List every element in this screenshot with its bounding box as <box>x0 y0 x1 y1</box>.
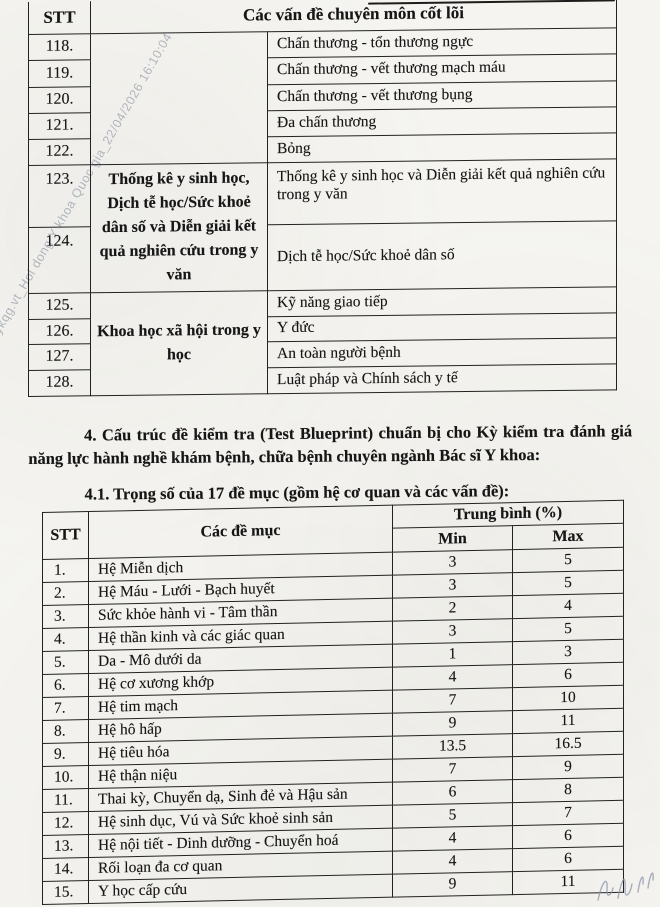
min-cell: 2 <box>392 595 513 622</box>
weights-header-max: Max <box>512 523 624 550</box>
max-cell: 5 <box>512 616 624 642</box>
max-cell: 16.5 <box>512 731 624 757</box>
stt-cell: 125. <box>28 292 91 319</box>
core-header-stt: STT <box>28 1 91 34</box>
stt-cell: 15. <box>42 880 89 905</box>
max-cell: 6 <box>512 662 624 688</box>
section-4-heading: 4. Cấu trúc đề kiểm tra (Test Blueprint)… <box>28 421 633 468</box>
min-cell: 9 <box>392 710 513 737</box>
stt-cell: 14. <box>42 857 89 882</box>
stt-cell: 126. <box>28 318 91 344</box>
stt-cell: 2. <box>42 581 89 606</box>
stt-cell: 10. <box>42 765 89 790</box>
max-cell: 7 <box>512 800 624 826</box>
stt-cell: 12. <box>42 811 89 836</box>
core-problems-table: STT Các vấn đề chuyên môn cốt lõi 118. C… <box>28 0 617 397</box>
topic-cell: Luật pháp và Chính sách y tế <box>267 363 617 394</box>
max-cell: 5 <box>512 547 624 573</box>
min-cell: 7 <box>392 756 513 783</box>
topic-cell: Chấn thương - tổn thương ngực <box>267 27 617 58</box>
core-group-trauma-cell <box>90 31 268 165</box>
weights-header-min: Min <box>392 525 513 553</box>
core-group-social-cell: Khoa học xã hội trong y học <box>90 290 268 396</box>
max-cell: 9 <box>512 754 624 780</box>
min-cell: 13.5 <box>392 733 513 760</box>
topic-cell: Đa chấn thương <box>267 106 617 137</box>
stt-cell: 8. <box>42 719 89 744</box>
stt-cell: 127. <box>28 343 91 370</box>
topic-cell: Dịch tễ học/Sức khoẻ dân số <box>267 220 617 291</box>
weights-header-stt: STT <box>42 511 89 560</box>
stt-cell: 128. <box>28 369 91 396</box>
min-cell: 4 <box>392 825 513 852</box>
min-cell: 9 <box>392 871 513 898</box>
max-cell: 6 <box>512 823 624 849</box>
stt-cell: 124. <box>28 226 91 293</box>
min-cell: 3 <box>392 618 513 645</box>
table-row: 123. Thống kê y sinh học, Dịch tễ học/Sứ… <box>28 158 617 293</box>
stt-cell: 123. <box>28 164 91 227</box>
topic-cell: Kỹ năng giao tiếp <box>267 286 617 317</box>
topic-cell: Chấn thương - vết thương bụng <box>267 80 617 111</box>
topic-cell: Thống kê y sinh học và Diễn giải kết quả… <box>267 158 617 225</box>
stt-cell: 119. <box>28 59 91 87</box>
stt-cell: 121. <box>28 112 91 139</box>
weights-table: STT Các đề mục Trung bình (%) Min Max 1.… <box>42 500 624 905</box>
stt-cell: 9. <box>42 742 89 767</box>
stt-cell: 4. <box>42 627 89 652</box>
min-cell: 1 <box>392 641 513 668</box>
handwritten-mark <box>597 872 654 901</box>
max-cell: 8 <box>512 777 624 803</box>
max-cell: 4 <box>512 593 624 619</box>
stt-cell: 3. <box>42 604 89 629</box>
weights-header-category: Các đề mục <box>88 505 393 559</box>
stt-cell: 122. <box>28 138 91 165</box>
min-cell: 4 <box>392 664 513 691</box>
max-cell: 11 <box>512 708 624 734</box>
min-cell: 6 <box>392 779 513 806</box>
topic-cell: Chấn thương - vết thương mạch máu <box>267 53 617 85</box>
min-cell: 7 <box>392 687 513 714</box>
topic-cell: An toàn người bệnh <box>267 337 617 368</box>
stt-cell: 11. <box>42 788 89 813</box>
stt-cell: 120. <box>28 86 91 113</box>
min-cell: 3 <box>392 572 513 599</box>
stt-cell: 118. <box>28 33 91 60</box>
topic-cell: Bỏng <box>267 132 617 163</box>
stt-cell: 7. <box>42 696 89 721</box>
min-cell: 5 <box>392 802 513 829</box>
stt-cell: 13. <box>42 834 89 859</box>
section-4-block: 4. Cấu trúc đề kiểm tra (Test Blueprint)… <box>28 419 633 506</box>
min-cell: 4 <box>392 848 513 875</box>
stt-cell: 1. <box>42 558 89 583</box>
stt-cell: 6. <box>42 673 89 698</box>
max-cell: 5 <box>512 570 624 596</box>
max-cell: 10 <box>512 685 624 711</box>
category-cell: Y học cấp cứu <box>88 874 393 904</box>
stt-cell: 5. <box>42 650 89 675</box>
max-cell: 3 <box>512 639 624 665</box>
core-group-statistics-cell: Thống kê y sinh học, Dịch tễ học/Sức kho… <box>90 162 268 293</box>
min-cell: 3 <box>392 549 513 576</box>
